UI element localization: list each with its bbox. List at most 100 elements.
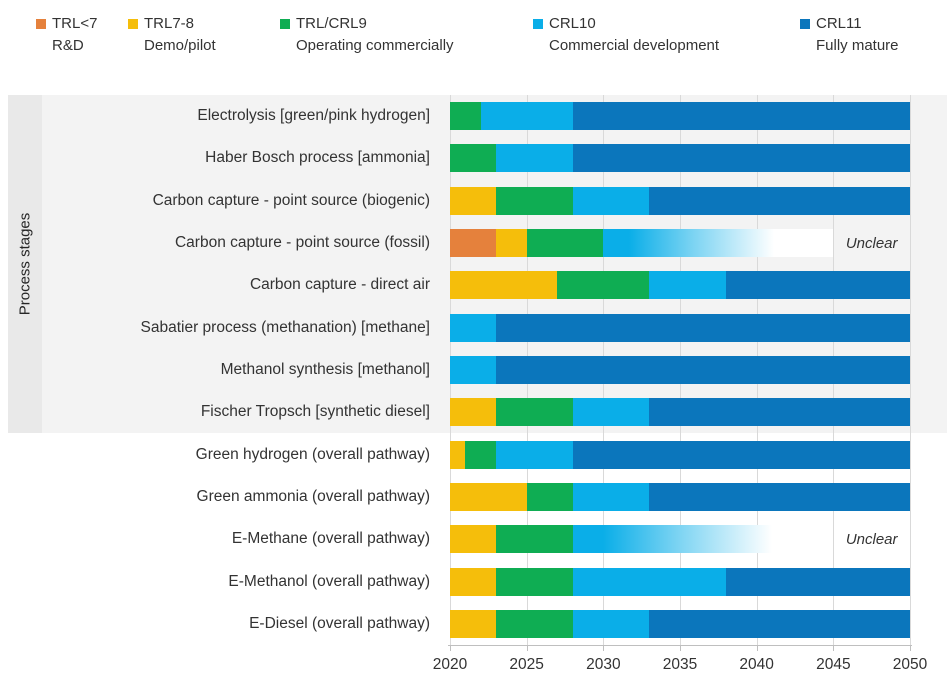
x-tick-2030 <box>603 646 605 651</box>
x-tick-label-2035: 2035 <box>662 656 698 673</box>
bar-row: Unclear <box>450 229 910 258</box>
x-tick-2050 <box>910 646 911 651</box>
bar-segment <box>496 440 573 469</box>
legend-code: TRL/CRL9 <box>296 15 367 32</box>
legend-code: TRL<7 <box>52 15 98 32</box>
bar-segment <box>649 609 910 638</box>
row-label: Green hydrogen (overall pathway) <box>195 445 430 463</box>
x-tick-2045 <box>833 646 835 651</box>
legend-swatch-green-icon <box>280 19 290 29</box>
legend-code: CRL10 <box>549 15 596 32</box>
x-tick-label-2025: 2025 <box>509 656 544 673</box>
legend-item-trl-crl9: TRL/CRL9 Operating commercially <box>280 14 454 56</box>
bar-segment <box>496 525 573 554</box>
legend-desc: Fully mature <box>816 37 899 54</box>
bar-row <box>450 102 910 131</box>
legend-swatch-lightblue-icon <box>533 19 543 29</box>
bar-segment <box>649 271 726 300</box>
row-label: Green ammonia (overall pathway) <box>196 487 430 505</box>
bar-segment-fade <box>603 229 788 258</box>
x-tick-label-2020: 2020 <box>432 656 468 673</box>
legend-swatch-orange-icon <box>36 19 46 29</box>
bar-segment <box>450 482 527 511</box>
bar-segment <box>450 102 481 131</box>
bar-row <box>450 609 910 638</box>
x-tick-2020 <box>450 646 451 651</box>
bar-row <box>450 144 910 173</box>
row-label: E-Diesel (overall pathway) <box>249 614 430 632</box>
bar-segment <box>496 609 573 638</box>
bar-row <box>450 482 910 511</box>
legend-swatch-yellow-icon <box>128 19 138 29</box>
bar-segment <box>465 440 496 469</box>
bar-segment <box>557 271 650 300</box>
bar-segment <box>450 609 496 638</box>
legend-item-trl7-8: TRL7-8 Demo/pilot <box>128 14 216 56</box>
row-label: Fischer Tropsch [synthetic diesel] <box>200 403 430 421</box>
row-label: Sabatier process (methanation) [methane] <box>140 318 431 336</box>
legend-desc: Operating commercially <box>296 37 454 54</box>
unclear-annotation: Unclear <box>845 234 898 252</box>
bar-segment <box>496 313 910 342</box>
bar-segment <box>450 398 496 427</box>
row-label: Methanol synthesis [methanol] <box>220 360 430 378</box>
bar-segment <box>572 482 650 511</box>
legend-item-trl-lt7: TRL<7 R&D <box>36 14 97 56</box>
bar-segment <box>572 609 650 638</box>
bar-segment <box>649 186 910 215</box>
legend-item-crl11: CRL11 Fully mature <box>800 14 899 56</box>
bar-segment <box>572 186 650 215</box>
bar-segment <box>572 398 650 427</box>
legend-swatch-darkblue-icon <box>800 19 810 29</box>
row-label: Carbon capture - point source (fossil) <box>174 234 430 252</box>
gridline-2050 <box>910 95 911 645</box>
bar-row: Unclear <box>450 525 910 554</box>
legend-desc: R&D <box>52 37 84 54</box>
bar-row <box>450 567 910 596</box>
unclear-annotation: Unclear <box>845 530 898 548</box>
x-tick-2025 <box>526 646 528 651</box>
bar-segment <box>649 482 910 511</box>
x-tick-label-2045: 2045 <box>816 656 851 673</box>
bar-segment <box>726 567 910 596</box>
bar-segment <box>526 482 573 511</box>
bar-segment <box>496 144 573 173</box>
bar-segment <box>572 144 910 173</box>
bar-segment <box>450 144 496 173</box>
row-label: E-Methane (overall pathway) <box>231 530 430 548</box>
row-label: Electrolysis [green/pink hydrogen] <box>197 107 430 125</box>
x-tick-2035 <box>680 646 681 651</box>
bar-segment <box>450 229 496 258</box>
bar-segment <box>572 102 910 131</box>
bar-row <box>450 398 910 427</box>
bar-segment <box>450 356 496 384</box>
row-label: E-Methanol (overall pathway) <box>228 572 430 590</box>
bar-segment <box>526 229 604 258</box>
x-tick-label-2050: 2050 <box>892 656 928 673</box>
row-label: Carbon capture - point source (biogenic) <box>152 191 430 209</box>
bar-segment <box>480 102 573 131</box>
bar-segment <box>726 271 910 300</box>
bar-row <box>450 313 910 342</box>
process-stages-strip <box>8 95 42 433</box>
legend-desc: Commercial development <box>549 37 720 54</box>
row-label: Carbon capture - direct air <box>249 276 430 294</box>
legend-item-crl10: CRL10 Commercial development <box>533 14 719 56</box>
bar-segment <box>496 398 573 427</box>
row-label: Haber Bosch process [ammonia] <box>205 149 430 167</box>
bar-segment <box>496 229 527 258</box>
legend-code: TRL7-8 <box>144 15 195 32</box>
legend-code: CRL11 <box>816 15 862 32</box>
bar-segment <box>450 186 496 215</box>
bar-segment <box>496 186 573 215</box>
bar-row <box>450 356 910 384</box>
bar-segment <box>450 567 496 596</box>
bar-segment <box>450 525 496 554</box>
bar-segment <box>572 567 726 596</box>
x-axis-line <box>448 645 912 646</box>
bar-segment <box>450 313 496 342</box>
bar-row <box>450 271 910 300</box>
x-tick-label-2040: 2040 <box>739 656 774 673</box>
legend-desc: Demo/pilot <box>144 37 216 54</box>
